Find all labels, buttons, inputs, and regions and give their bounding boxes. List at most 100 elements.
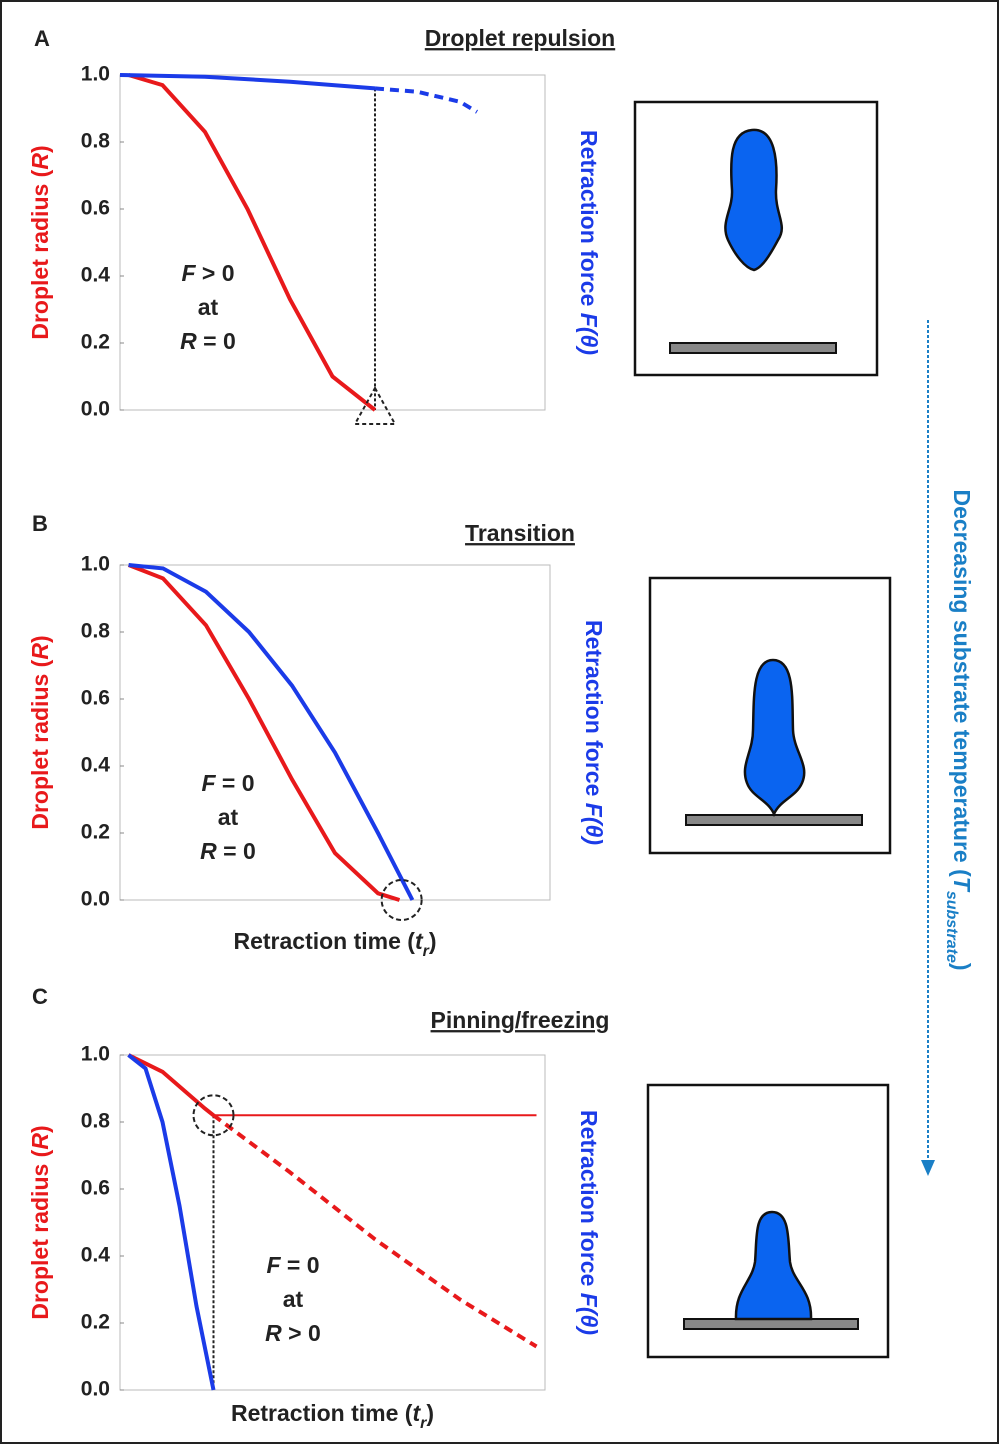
annotation-part: F [201, 770, 216, 796]
annotation-part: R [200, 838, 217, 864]
marker [192, 1094, 235, 1137]
y2-axis-label: Retraction force F(θ) [576, 130, 602, 355]
y2-axis-label: Retraction force F(θ) [576, 1110, 602, 1335]
side-label: Decreasing substrate temperature (Tsubst… [943, 489, 975, 970]
annotation-part: at [283, 1286, 304, 1312]
annotation-part: = 0 [217, 838, 256, 864]
y-axis-label-part: Droplet radius ( [27, 1149, 53, 1319]
side-arrow-head [921, 1160, 935, 1176]
y-tick-label: 1.0 [81, 1043, 110, 1066]
inset-c [646, 1083, 890, 1359]
y-tick-label: 0.4 [81, 1244, 111, 1267]
annotation-part: R [180, 328, 197, 354]
y-axis-label-part: ) [27, 1125, 53, 1133]
annotation: F > 0 [181, 260, 234, 286]
y-axis-label: Droplet radius (R) [27, 635, 53, 829]
series-line [119, 73, 376, 91]
chart-title: Transition [465, 520, 575, 546]
x-axis-label: Retraction time (tr) [233, 928, 436, 960]
x-axis-label-part: Retraction time ( [233, 928, 415, 954]
x-axis-label-part: Retraction time ( [231, 1400, 413, 1426]
annotation: at [198, 294, 219, 320]
y2-axis-label-part: Retraction force [581, 620, 607, 803]
y-axis-label-part: R [27, 643, 53, 660]
y-axis-label-part: Droplet radius ( [27, 659, 53, 829]
annotation: R > 0 [265, 1320, 321, 1346]
annotation: R = 0 [180, 328, 236, 354]
chart-title: Droplet repulsion [425, 25, 615, 51]
y2-axis-label-part: F(θ) [576, 313, 602, 355]
y-axis-label-part: R [27, 153, 53, 170]
annotation: F = 0 [201, 770, 254, 796]
y-tick-label: 0.6 [81, 1177, 110, 1200]
annotation-part: = 0 [197, 328, 236, 354]
y2-axis-label-part: Retraction force [576, 1110, 602, 1293]
y-tick-label: 0.0 [81, 1378, 110, 1401]
annotation: F = 0 [266, 1252, 319, 1278]
annotation-part: F [181, 260, 196, 286]
chart-title: Pinning/freezing [431, 1007, 610, 1033]
y-tick-label: 0.0 [81, 888, 110, 911]
x-axis-label-part: ) [426, 1400, 434, 1426]
side-label-part: ) [949, 963, 975, 971]
y-tick-label: 0.0 [81, 398, 110, 421]
y-tick-label: 0.4 [81, 264, 111, 287]
y-tick-label: 0.4 [81, 754, 111, 777]
x-axis-label: Retraction time (tr) [231, 1400, 434, 1432]
plot-area [119, 564, 551, 901]
y-tick-label: 0.6 [81, 197, 110, 220]
annotation-part: > 0 [282, 1320, 321, 1346]
y-axis-label: Droplet radius (R) [27, 145, 53, 339]
panel-label: A [34, 26, 50, 51]
side-label-part: substrate [943, 891, 960, 963]
y2-axis-label-part: F(θ) [581, 803, 607, 845]
series-line [127, 563, 401, 902]
series-line [127, 1053, 216, 1391]
plot-area [119, 74, 546, 411]
annotation: R = 0 [200, 838, 256, 864]
y-tick-label: 1.0 [81, 553, 110, 576]
annotation-part: > 0 [196, 260, 235, 286]
y2-axis-label-part: Retraction force [576, 130, 602, 313]
annotation-part: = 0 [216, 770, 255, 796]
side-label-part: T [949, 877, 975, 893]
annotation-part: at [218, 804, 239, 830]
x-axis-label-part: t [415, 928, 424, 954]
x-axis-label-part: r [420, 1415, 427, 1432]
series-line [374, 86, 479, 114]
annotation: at [283, 1286, 304, 1312]
y-tick-label: 0.8 [81, 620, 111, 643]
plot-area [119, 1054, 546, 1391]
annotation-part: = 0 [281, 1252, 320, 1278]
y-tick-label: 0.6 [81, 687, 110, 710]
inset-a [633, 100, 879, 377]
x-axis-label-part: r [423, 943, 430, 960]
series-line [127, 73, 377, 412]
y2-axis-label: Retraction force F(θ) [581, 620, 607, 845]
annotation-part: F [266, 1252, 281, 1278]
y-tick-label: 0.2 [81, 1311, 110, 1334]
annotation: at [218, 804, 239, 830]
y-axis-label-part: ) [27, 145, 53, 153]
y-axis-label-part: ) [27, 635, 53, 643]
y-tick-label: 0.8 [81, 1110, 111, 1133]
series-line [127, 1053, 215, 1117]
x-axis-label-part: t [412, 1400, 421, 1426]
x-axis-label-part: ) [429, 928, 437, 954]
series-line [212, 1113, 538, 1349]
y-tick-label: 0.8 [81, 130, 111, 153]
panel-label: C [32, 984, 48, 1009]
marker [353, 385, 397, 425]
annotation-part: at [198, 294, 219, 320]
side-label-part: Decreasing substrate temperature ( [949, 489, 975, 877]
panel-label: B [32, 511, 48, 536]
series-line [128, 563, 415, 901]
y-tick-label: 0.2 [81, 331, 110, 354]
y-axis-label-part: Droplet radius ( [27, 169, 53, 339]
y-axis-label-part: R [27, 1133, 53, 1150]
annotation-part: R [265, 1320, 282, 1346]
marker [380, 879, 423, 921]
inset-b [648, 576, 892, 855]
y2-axis-label-part: F(θ) [576, 1293, 602, 1335]
y-tick-label: 1.0 [81, 63, 110, 86]
